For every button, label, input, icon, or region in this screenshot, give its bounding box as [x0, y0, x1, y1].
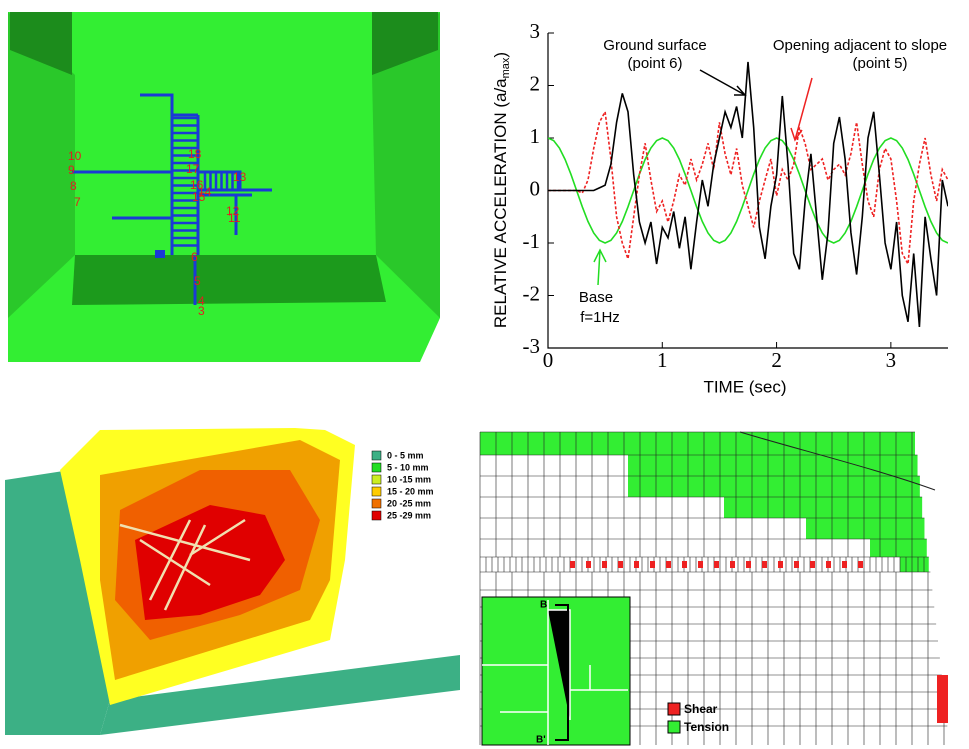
shear-zone [937, 675, 948, 723]
tension-zone [900, 557, 929, 572]
legend-swatch [372, 451, 381, 460]
point-label: 8 [70, 179, 77, 193]
figure: 1098718171615141312116543 0 - 5 mm5 - 10… [0, 0, 969, 749]
legend-swatch [668, 721, 680, 733]
displacement-view: 0 - 5 mm 5 - 10 mm 10 -15 mm 15 - 20 mm 20 -… [5, 428, 460, 735]
failure-cell [762, 561, 767, 568]
failure-cell [794, 561, 799, 568]
point-label: 10 [68, 149, 82, 163]
point-label: 17 [186, 162, 200, 176]
y-tick-label: 3 [530, 19, 541, 43]
point-label: 9 [68, 163, 75, 177]
point-label: 7 [74, 195, 81, 209]
legend-label: 5 - 10 mm [387, 462, 429, 472]
legend-label: 15 - 20 mm [387, 486, 434, 496]
y-label-end: ) [491, 52, 510, 58]
y-tick-label: 0 [530, 176, 541, 200]
x-tick-label: 0 [543, 348, 554, 372]
arrow [791, 78, 812, 140]
failure-cell [746, 561, 751, 568]
failure-cell [666, 561, 671, 568]
y-tick-label: -1 [523, 229, 541, 253]
failure-cell [714, 561, 719, 568]
annotation: (point 6) [627, 55, 682, 72]
point-label: 13 [233, 170, 247, 184]
annotation: Ground surface [603, 37, 706, 54]
failure-cell [842, 561, 847, 568]
x-axis-label: TIME (sec) [703, 377, 786, 396]
failure-cell [826, 561, 831, 568]
tension-zone [480, 432, 915, 455]
legend-label: Tension [684, 720, 729, 734]
annotation: (point 5) [852, 55, 907, 72]
point-label: 5 [194, 274, 201, 288]
section-label: B [540, 600, 547, 611]
y-tick-label: 1 [530, 124, 541, 148]
point-label: 11 [228, 211, 241, 225]
legend-label: Shear [684, 702, 718, 716]
legend-swatch [372, 511, 381, 520]
point-label: 3 [198, 304, 205, 318]
y-tick-label: 2 [530, 71, 541, 95]
failure-cell [698, 561, 703, 568]
failure-cell [650, 561, 655, 568]
failure-cell [618, 561, 623, 568]
failure-cell [586, 561, 591, 568]
y-axis-label: RELATIVE ACCELERATION (a/amax) [491, 52, 511, 328]
tension-zone [806, 518, 924, 539]
y-label-sub: max [500, 57, 512, 78]
struct-node [155, 250, 165, 258]
y-label-main: RELATIVE ACCELERATION (a/a [491, 78, 510, 328]
contour-legend: 0 - 5 mm 5 - 10 mm 10 -15 mm 15 - 20 mm 20 -… [372, 450, 434, 520]
failure-cell [778, 561, 783, 568]
legend-label: 25 -29 mm [387, 510, 431, 520]
legend-label: 20 -25 mm [387, 498, 431, 508]
legend-swatch [372, 463, 381, 472]
tension-zone [628, 455, 918, 476]
failure-cell [634, 561, 639, 568]
failure-mesh: B B' Shear Tension [480, 432, 948, 746]
arrow [700, 70, 745, 95]
annotation: Base [579, 289, 613, 306]
legend-label: 10 -15 mm [387, 474, 431, 484]
legend-swatch [372, 487, 381, 496]
annotation: f=1Hz [580, 309, 620, 326]
legend-swatch [372, 499, 381, 508]
arrow [594, 250, 606, 285]
point-label: 6 [191, 250, 198, 264]
legend-label: 0 - 5 mm [387, 450, 424, 460]
point-label: 18 [188, 147, 202, 161]
failure-cell [858, 561, 863, 568]
point-label: 14 [198, 185, 212, 199]
acceleration-chart: TIME (sec) RELATIVE ACCELERATION (a/amax… [491, 19, 948, 397]
tension-zone [870, 539, 927, 557]
x-tick-label: 2 [771, 348, 782, 372]
tension-zone [724, 497, 922, 518]
failure-cell [602, 561, 607, 568]
failure-cell [682, 561, 687, 568]
legend-swatch [668, 703, 680, 715]
x-tick-label: 3 [886, 348, 897, 372]
y-tick-label: -2 [523, 281, 541, 305]
section-label: B' [536, 735, 546, 746]
failure-cell [570, 561, 575, 568]
front-ledge [72, 255, 386, 305]
series-line [548, 62, 948, 327]
failure-cell [810, 561, 815, 568]
plot-area [548, 62, 948, 327]
y-tick-label: -3 [523, 334, 541, 358]
annotation: Opening adjacent to slope [773, 37, 947, 54]
failure-cell [730, 561, 735, 568]
legend-swatch [372, 475, 381, 484]
x-tick-label: 1 [657, 348, 668, 372]
